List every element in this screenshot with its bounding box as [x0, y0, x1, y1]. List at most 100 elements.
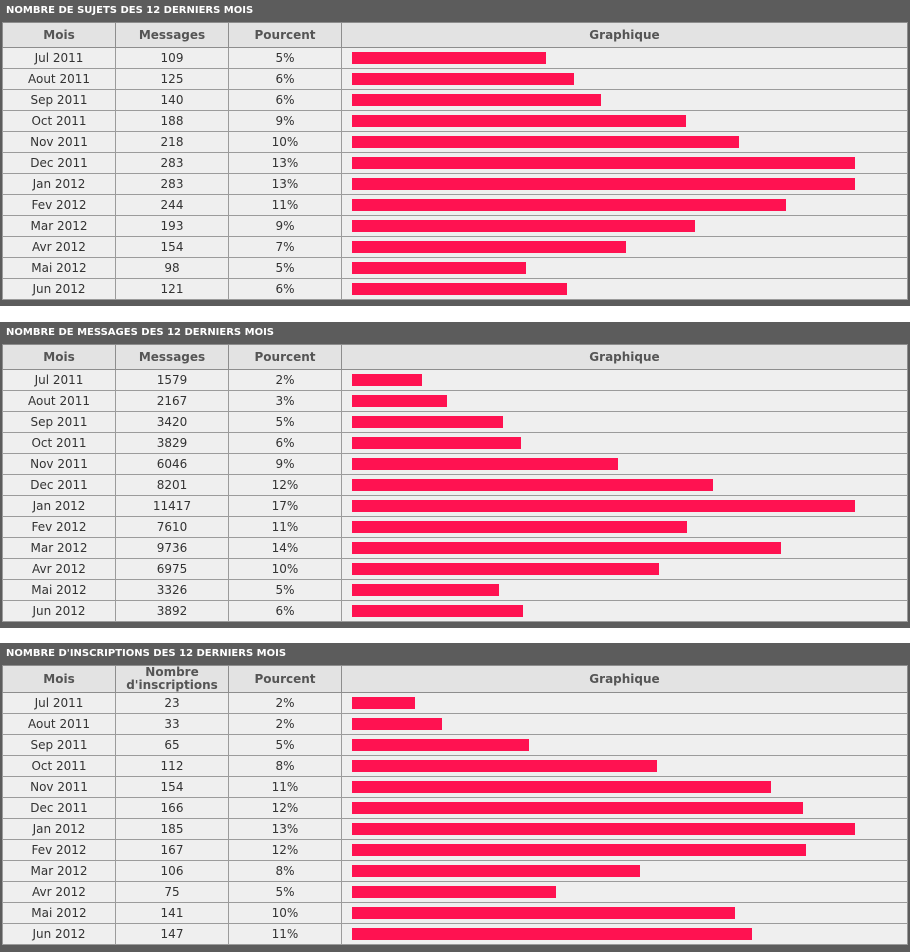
cell-value: 140	[115, 89, 229, 111]
cell-pourcent: 5%	[228, 734, 342, 756]
cell-graphique	[341, 47, 908, 69]
cell-value: 1579	[115, 369, 229, 391]
bar	[352, 437, 521, 449]
bar	[352, 739, 529, 751]
table-row: Aout 2011 125 6%	[2, 68, 908, 90]
cell-value: 166	[115, 797, 229, 819]
cell-value: 167	[115, 839, 229, 861]
table-row: Fev 2012 244 11%	[2, 194, 908, 216]
table-row: Jan 2012 11417 17%	[2, 495, 908, 517]
cell-mois: Oct 2011	[2, 432, 116, 454]
cell-graphique	[341, 839, 908, 861]
cell-pourcent: 5%	[228, 881, 342, 903]
table-row: Oct 2011 3829 6%	[2, 432, 908, 454]
cell-mois: Jul 2011	[2, 47, 116, 69]
stats-table: Mois Messages Pourcent Graphique Jul 201…	[2, 22, 908, 300]
cell-graphique	[341, 579, 908, 601]
cell-mois: Aout 2011	[2, 68, 116, 90]
cell-value: 75	[115, 881, 229, 903]
cell-graphique	[341, 495, 908, 517]
cell-value: 3829	[115, 432, 229, 454]
table-row: Mar 2012 9736 14%	[2, 537, 908, 559]
cell-mois: Jan 2012	[2, 818, 116, 840]
cell-graphique	[341, 432, 908, 454]
bar	[352, 844, 806, 856]
cell-pourcent: 13%	[228, 173, 342, 195]
cell-graphique	[341, 173, 908, 195]
cell-mois: Mai 2012	[2, 902, 116, 924]
bar	[352, 563, 659, 575]
cell-value: 283	[115, 152, 229, 174]
table-row: Oct 2011 188 9%	[2, 110, 908, 132]
col-header-inscriptions: Nombre d'inscriptions	[115, 665, 229, 693]
section-title: NOMBRE D'INSCRIPTIONS DES 12 DERNIERS MO…	[6, 648, 287, 659]
col-header-pourcent: Pourcent	[228, 344, 342, 370]
cell-graphique	[341, 818, 908, 840]
cell-graphique	[341, 453, 908, 475]
cell-pourcent: 12%	[228, 839, 342, 861]
section-title: NOMBRE DE SUJETS DES 12 DERNIERS MOIS	[6, 5, 254, 16]
bar	[352, 718, 442, 730]
col-header-mois: Mois	[2, 22, 116, 48]
cell-graphique	[341, 236, 908, 258]
cell-value: 218	[115, 131, 229, 153]
cell-mois: Oct 2011	[2, 755, 116, 777]
cell-pourcent: 7%	[228, 236, 342, 258]
cell-mois: Nov 2011	[2, 776, 116, 798]
cell-graphique	[341, 537, 908, 559]
cell-mois: Mar 2012	[2, 537, 116, 559]
cell-value: 121	[115, 278, 229, 300]
cell-graphique	[341, 131, 908, 153]
table-row: Nov 2011 154 11%	[2, 776, 908, 798]
cell-graphique	[341, 558, 908, 580]
cell-value: 2167	[115, 390, 229, 412]
cell-mois: Mai 2012	[2, 257, 116, 279]
cell-value: 7610	[115, 516, 229, 538]
table-row: Oct 2011 112 8%	[2, 755, 908, 777]
cell-pourcent: 2%	[228, 692, 342, 714]
cell-mois: Sep 2011	[2, 89, 116, 111]
table-row: Jun 2012 3892 6%	[2, 600, 908, 622]
cell-pourcent: 11%	[228, 516, 342, 538]
cell-value: 106	[115, 860, 229, 882]
messages-section: NOMBRE DE MESSAGES DES 12 DERNIERS MOIS …	[0, 322, 910, 628]
cell-value: 33	[115, 713, 229, 735]
cell-mois: Oct 2011	[2, 110, 116, 132]
cell-mois: Jul 2011	[2, 369, 116, 391]
cell-graphique	[341, 411, 908, 433]
cell-mois: Jun 2012	[2, 923, 116, 945]
cell-pourcent: 10%	[228, 131, 342, 153]
table-row: Jun 2012 121 6%	[2, 278, 908, 300]
table-row: Jan 2012 283 13%	[2, 173, 908, 195]
cell-pourcent: 5%	[228, 579, 342, 601]
cell-pourcent: 2%	[228, 369, 342, 391]
cell-pourcent: 6%	[228, 89, 342, 111]
cell-pourcent: 8%	[228, 860, 342, 882]
table-row: Mar 2012 193 9%	[2, 215, 908, 237]
stats-table: Mois Nombre d'inscriptions Pourcent Grap…	[2, 665, 908, 945]
cell-mois: Avr 2012	[2, 236, 116, 258]
table-row: Aout 2011 2167 3%	[2, 390, 908, 412]
bar	[352, 374, 422, 386]
cell-value: 65	[115, 734, 229, 756]
table-row: Dec 2011 283 13%	[2, 152, 908, 174]
table-row: Avr 2012 6975 10%	[2, 558, 908, 580]
cell-value: 188	[115, 110, 229, 132]
cell-value: 3892	[115, 600, 229, 622]
cell-pourcent: 9%	[228, 215, 342, 237]
table-row: Jul 2011 1579 2%	[2, 369, 908, 391]
cell-mois: Nov 2011	[2, 131, 116, 153]
bar	[352, 283, 567, 295]
cell-mois: Avr 2012	[2, 558, 116, 580]
cell-value: 3326	[115, 579, 229, 601]
col-header-messages: Messages	[115, 22, 229, 48]
cell-pourcent: 11%	[228, 776, 342, 798]
cell-value: 98	[115, 257, 229, 279]
table-row: Avr 2012 154 7%	[2, 236, 908, 258]
cell-pourcent: 13%	[228, 818, 342, 840]
cell-value: 11417	[115, 495, 229, 517]
cell-value: 125	[115, 68, 229, 90]
cell-mois: Dec 2011	[2, 797, 116, 819]
bar	[352, 802, 803, 814]
cell-graphique	[341, 89, 908, 111]
